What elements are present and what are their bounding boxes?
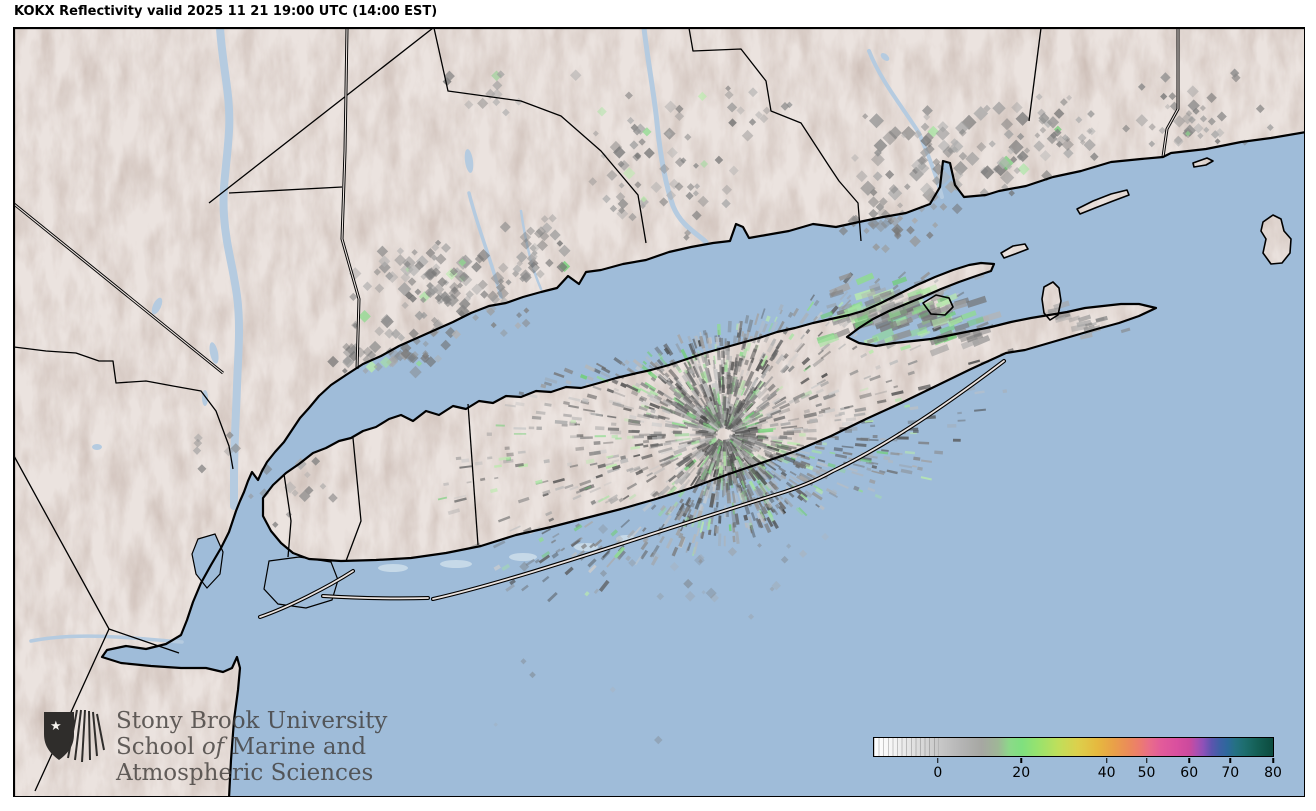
county-line xyxy=(34,628,110,792)
colorbar-tick-label: 0 xyxy=(933,765,943,781)
lake xyxy=(151,297,163,315)
county-line xyxy=(688,28,862,242)
hudson-river xyxy=(216,28,244,510)
connecticut-river xyxy=(641,28,709,245)
colorbar-tick-label: 80 xyxy=(1264,765,1282,781)
newark-bay xyxy=(191,533,224,589)
colorbar-tick xyxy=(1272,758,1274,763)
ct-ri-state-border xyxy=(1161,28,1180,158)
nassau-suffolk-line xyxy=(467,403,479,546)
colorbar-tick xyxy=(1188,758,1190,763)
logo-text: Stony Brook University School of Marine … xyxy=(116,708,387,786)
colorbar-tick-label: 50 xyxy=(1137,765,1156,781)
colorbar-tick-label: 70 xyxy=(1221,765,1240,781)
south-shore-marsh xyxy=(378,564,408,572)
ny-nj-state-border xyxy=(14,202,224,375)
colorbar-tick-label: 40 xyxy=(1097,765,1116,781)
lake xyxy=(202,390,208,406)
logo-line-3: Atmospheric Sciences xyxy=(116,760,374,786)
lake xyxy=(209,342,219,364)
stony-brook-shield-icon: ★ xyxy=(44,709,105,763)
colorbar-tick xyxy=(1105,758,1108,763)
logo-line-1: Stony Brook University xyxy=(116,708,388,734)
radar-reflectivity-speckles xyxy=(192,68,1274,745)
queens-nassau-line xyxy=(345,437,362,562)
lake xyxy=(880,53,890,61)
county-line xyxy=(208,28,434,204)
brooklyn-queens-line xyxy=(283,473,292,558)
county-line xyxy=(228,186,343,194)
map-canvas xyxy=(14,28,1304,796)
logo-line-2: School of Marine and xyxy=(116,734,367,760)
county-line xyxy=(433,28,647,244)
colorbar-tick xyxy=(1145,758,1148,763)
colorbar-discrete-stripes xyxy=(874,738,939,756)
county-line xyxy=(14,346,234,470)
raritan-river xyxy=(29,634,184,644)
map-frame xyxy=(13,27,1305,797)
colorbar-tick xyxy=(937,758,939,763)
svg-text:★: ★ xyxy=(50,719,62,734)
south-shore-marsh xyxy=(509,553,537,561)
housatonic-river xyxy=(467,191,503,299)
ny-ct-state-border xyxy=(340,28,361,370)
south-shore-marsh xyxy=(440,560,472,568)
figure-title: KOKX Reflectivity valid 2025 11 21 19:00… xyxy=(14,4,438,19)
barrier-islands xyxy=(258,359,1006,619)
colorbar-tick-label: 60 xyxy=(1180,765,1199,781)
stony-brook-logo: ★ Stony Brook University School of Marin… xyxy=(40,708,387,786)
reflectivity-colorbar: 0 20 40 50 60 70 80 xyxy=(873,737,1282,781)
colorbar-tick-label: 20 xyxy=(1012,765,1031,781)
candlewood-lake xyxy=(464,149,474,173)
colorbar-tick xyxy=(1229,758,1232,763)
lake xyxy=(92,444,102,450)
political-borders xyxy=(14,28,1180,792)
colorbar-tick xyxy=(1020,758,1022,763)
county-line xyxy=(1028,28,1042,122)
